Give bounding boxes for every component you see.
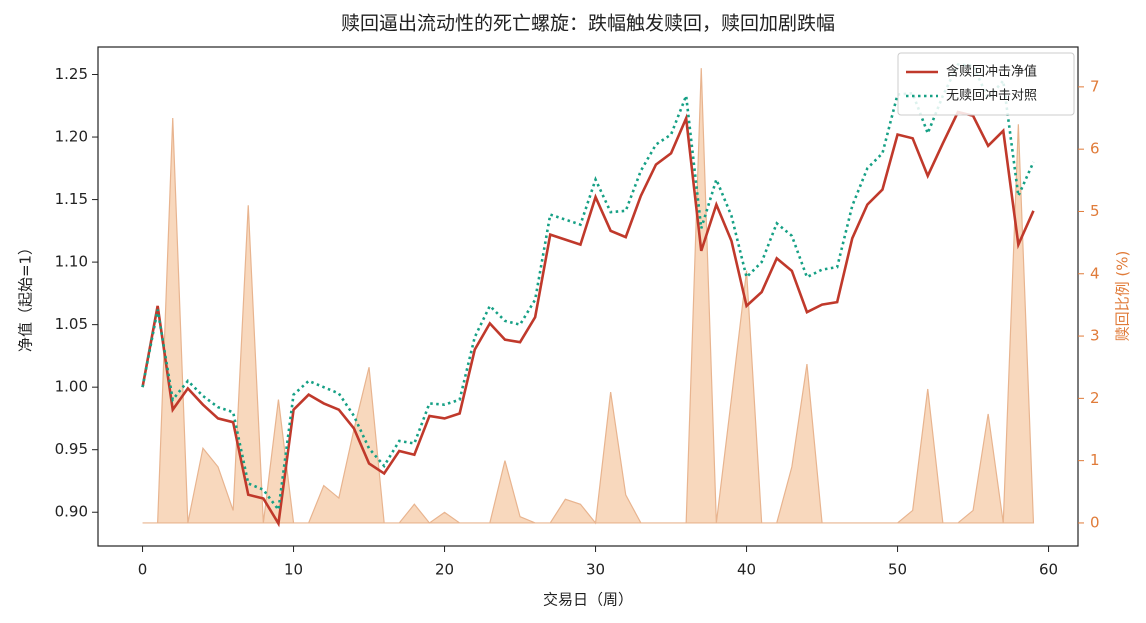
legend-label: 无赎回冲击对照 xyxy=(946,89,1037,104)
y-tick-label: 1.00 xyxy=(55,378,88,396)
y-tick-label: 1.15 xyxy=(55,190,88,208)
legend-label: 含赎回冲击净值 xyxy=(946,64,1037,80)
legend-box xyxy=(897,52,1075,116)
y-tick-label: 0.90 xyxy=(55,503,88,521)
y-tick-label: 1.25 xyxy=(55,65,88,83)
x-tick-label: 60 xyxy=(1039,561,1058,579)
y-tick-label: 0.95 xyxy=(55,440,88,458)
x-tick-label: 20 xyxy=(435,561,454,579)
y-tick-label: 1.10 xyxy=(55,253,88,271)
x-tick-label: 40 xyxy=(737,561,756,579)
line xyxy=(141,63,1035,514)
y2-tick-label: 6 xyxy=(1090,140,1100,158)
x-tick-label: 0 xyxy=(138,561,148,579)
plot-area xyxy=(141,63,1035,528)
y2-tick-label: 0 xyxy=(1090,513,1100,531)
x-axis-label: 交易日（周） xyxy=(543,591,633,609)
x-tick-label: 30 xyxy=(586,561,605,579)
y2-tick-label: 7 xyxy=(1090,77,1100,95)
y-axis-label: 净值（起始=1） xyxy=(17,240,35,352)
plot-frame xyxy=(97,46,1079,547)
y-tick-label: 1.05 xyxy=(55,315,88,333)
area xyxy=(142,68,1035,525)
x-tick-label: 10 xyxy=(284,561,303,579)
y-tick-label: 1.20 xyxy=(55,128,88,146)
y2-tick-label: 5 xyxy=(1090,202,1100,220)
chart-title: 赎回逼出流动性的死亡螺旋：跌幅触发赎回，赎回加剧跌幅 xyxy=(341,13,835,35)
y2-tick-label: 3 xyxy=(1090,327,1100,345)
y2-tick-label: 2 xyxy=(1090,389,1100,407)
y2-tick-label: 4 xyxy=(1090,264,1100,282)
line xyxy=(141,110,1035,528)
x-tick-label: 50 xyxy=(888,561,907,579)
y2-axis-label: 赎回比例 (%) xyxy=(1114,251,1132,342)
y2-tick-label: 1 xyxy=(1090,451,1100,469)
